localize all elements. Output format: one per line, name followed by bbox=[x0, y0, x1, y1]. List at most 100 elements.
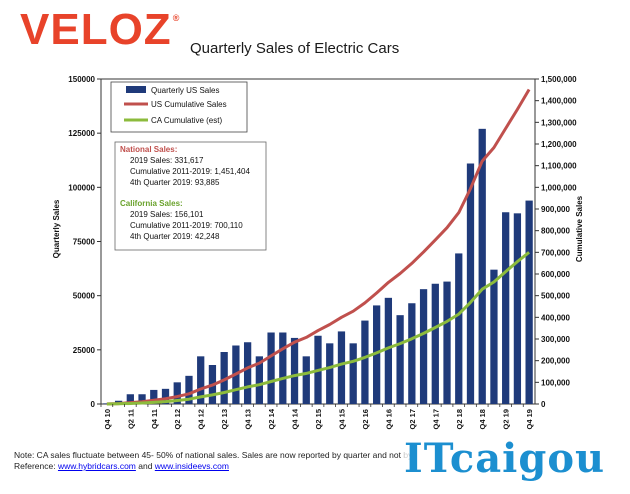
bar bbox=[525, 200, 533, 404]
y-axis-label: Quarterly Sales bbox=[52, 199, 61, 258]
bar bbox=[138, 394, 146, 404]
y-axis-left: 0 25000 50000 75000 100000 125000 150000 bbox=[68, 75, 101, 409]
y-axis-right: 0 100,000 200,000 300,000 400,000 500,000 600,… bbox=[535, 75, 577, 409]
bar bbox=[161, 388, 170, 404]
x-tick-label: Q4 13 bbox=[244, 409, 253, 429]
x-tick-label: Q4 16 bbox=[384, 409, 393, 429]
bar bbox=[384, 297, 393, 404]
x-tick-label: Q2 16 bbox=[361, 409, 370, 429]
x-tick-label: Q4 12 bbox=[197, 409, 206, 429]
x-tick-label: Q2 18 bbox=[455, 409, 464, 429]
footnote-text: Note: CA sales fluctuate between 45- 50%… bbox=[14, 450, 413, 460]
x-tick-label: Q4 14 bbox=[291, 408, 300, 429]
bar bbox=[502, 212, 510, 404]
x-axis: Q4 10 Q2 11 Q4 11 Q2 12 Q4 12 Q2 13 Q4 13 Q2 14… bbox=[100, 404, 534, 429]
y2-axis-label: Cumulative Sales bbox=[575, 195, 584, 262]
y2-tick-label: 300,000 bbox=[541, 335, 570, 344]
veloz-logo: VELOZ® bbox=[20, 5, 181, 54]
bar bbox=[513, 213, 522, 404]
x-tick-label: Q2 17 bbox=[408, 409, 417, 429]
y2-tick-label: 900,000 bbox=[541, 205, 570, 214]
y-tick-label: 125000 bbox=[68, 129, 95, 138]
bar bbox=[349, 343, 357, 404]
x-tick-label: Q2 12 bbox=[173, 409, 182, 429]
x-tick-label: Q4 10 bbox=[103, 409, 112, 429]
bar bbox=[185, 375, 193, 404]
y2-tick-label: 600,000 bbox=[541, 270, 570, 279]
x-tick-label: Q4 17 bbox=[431, 409, 440, 429]
y2-tick-label: 800,000 bbox=[541, 227, 570, 236]
bar bbox=[173, 382, 181, 404]
y2-tick-label: 400,000 bbox=[541, 313, 570, 322]
sales-annotation: National Sales: 2019 Sales: 331,617 Cumu… bbox=[114, 141, 267, 251]
bar bbox=[150, 389, 158, 404]
bar bbox=[431, 283, 439, 404]
y-tick-label: 50000 bbox=[73, 292, 96, 301]
x-tick-label: Q4 18 bbox=[478, 409, 487, 429]
y-tick-label: 25000 bbox=[73, 346, 96, 355]
x-tick-label: Q4 11 bbox=[150, 409, 159, 429]
bar bbox=[466, 163, 475, 404]
reference-line: Reference: www.hybridcars.com and www.in… bbox=[14, 461, 229, 471]
line-series bbox=[106, 88, 531, 406]
bar bbox=[455, 253, 463, 404]
bar bbox=[478, 128, 486, 405]
legend-item-quarterly: Quarterly US Sales bbox=[151, 86, 219, 95]
y-tick-label: 0 bbox=[91, 400, 96, 409]
x-tick-label: Q2 19 bbox=[502, 409, 511, 429]
y2-tick-label: 700,000 bbox=[541, 248, 570, 257]
bar bbox=[396, 315, 404, 404]
legend: Quarterly US Sales US Cumulative Sales C… bbox=[110, 81, 248, 133]
bar bbox=[126, 394, 134, 404]
bar bbox=[490, 269, 498, 404]
national-line: Cumulative 2011-2019: 1,451,404 bbox=[130, 167, 250, 176]
x-tick-label: Q2 15 bbox=[314, 409, 323, 429]
bar bbox=[243, 342, 252, 404]
bar bbox=[443, 281, 451, 404]
x-tick-label: Q2 11 bbox=[126, 409, 135, 429]
california-line: 4th Quarter 2019: 42,248 bbox=[130, 232, 220, 241]
x-tick-label: Q2 14 bbox=[267, 408, 276, 429]
bar bbox=[255, 356, 263, 404]
legend-swatch-bar bbox=[126, 86, 146, 93]
y2-tick-label: 0 bbox=[541, 400, 546, 409]
california-title: California Sales: bbox=[120, 199, 183, 208]
bar bbox=[302, 356, 310, 404]
bar bbox=[361, 320, 369, 404]
bar bbox=[267, 332, 275, 404]
y-tick-label: 150000 bbox=[68, 75, 95, 84]
y2-tick-label: 1,300,000 bbox=[541, 118, 577, 127]
y2-tick-label: 1,200,000 bbox=[541, 140, 577, 149]
y2-tick-label: 100,000 bbox=[541, 378, 570, 387]
bar bbox=[326, 343, 334, 404]
national-line: 4th Quarter 2019: 93,885 bbox=[130, 178, 220, 187]
y-tick-label: 75000 bbox=[73, 238, 96, 247]
hybridcars-link[interactable]: www.hybridcars.com bbox=[57, 461, 136, 471]
bar bbox=[220, 352, 228, 404]
bar bbox=[197, 356, 205, 404]
national-title: National Sales: bbox=[120, 145, 177, 154]
bar bbox=[337, 331, 346, 404]
bar bbox=[408, 303, 416, 404]
y2-tick-label: 1,400,000 bbox=[541, 97, 577, 106]
legend-item-ca-cumulative: CA Cumulative (est) bbox=[151, 116, 222, 125]
insideevs-link[interactable]: www.insideevs.com bbox=[154, 461, 229, 471]
watermark-logo: ITcaigou bbox=[404, 438, 628, 480]
chart-title: Quarterly Sales of Electric Cars bbox=[190, 40, 400, 57]
footnote: Note: CA sales fluctuate between 45- 50%… bbox=[14, 450, 434, 472]
y2-tick-label: 1,100,000 bbox=[541, 162, 577, 171]
y2-tick-label: 200,000 bbox=[541, 357, 570, 366]
bar bbox=[419, 289, 428, 404]
x-tick-label: Q4 19 bbox=[525, 409, 534, 429]
bar bbox=[373, 305, 381, 404]
us-cumulative-line bbox=[106, 88, 531, 406]
bar bbox=[290, 337, 299, 404]
legend-item-us-cumulative: US Cumulative Sales bbox=[151, 100, 227, 109]
x-tick-label: Q4 15 bbox=[337, 409, 346, 429]
y2-tick-label: 500,000 bbox=[541, 292, 570, 301]
y-tick-label: 100000 bbox=[68, 183, 95, 192]
bar bbox=[279, 332, 287, 404]
california-line: Cumulative 2011-2019: 700,110 bbox=[130, 221, 243, 230]
bar bbox=[103, 403, 111, 404]
